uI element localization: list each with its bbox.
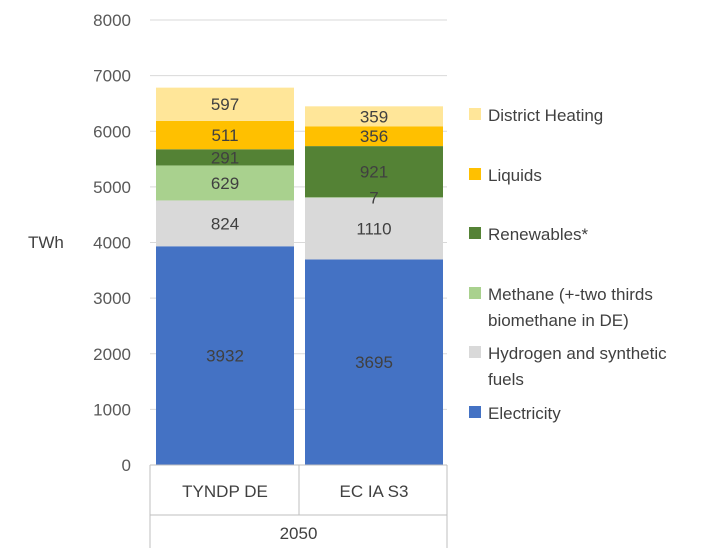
y-tick-label: 5000: [93, 178, 131, 197]
y-tick-label: 8000: [93, 11, 131, 30]
bars: [156, 87, 443, 465]
legend-label: Liquids: [488, 166, 542, 185]
legend-label: Renewables*: [488, 225, 589, 244]
y-axis-label: TWh: [28, 233, 64, 252]
bar-segment: [156, 246, 294, 465]
data-label: 597: [211, 95, 239, 114]
legend-swatch: [469, 227, 481, 239]
legend-item: Hydrogen and synthetic fuels: [469, 344, 667, 389]
legend: District Heating Liquids Renewables* Methan…: [469, 106, 667, 423]
y-tick-label: 3000: [93, 289, 131, 308]
bar-segment: [156, 87, 294, 121]
data-label: 511: [211, 126, 238, 145]
legend-swatch: [469, 168, 481, 180]
data-label: 3695: [355, 353, 393, 372]
bar-segment: [305, 146, 443, 198]
x-group-label: 2050: [280, 524, 318, 543]
y-tick-label: 0: [122, 456, 131, 475]
data-label: 921: [360, 163, 388, 182]
x-category-label: TYNDP DE: [182, 482, 268, 501]
y-tick-label: 4000: [93, 234, 131, 253]
legend-label: Methane (+-two thirds biomethane in DE): [488, 285, 653, 330]
legend-label: Electricity: [488, 404, 561, 423]
legend-label: Hydrogen and synthetic fuels: [488, 344, 667, 389]
y-tick-label: 2000: [93, 345, 131, 364]
bar-segment: [156, 165, 294, 201]
bar-segment: [156, 149, 294, 166]
legend-swatch: [469, 287, 481, 299]
legend-swatch: [469, 108, 481, 120]
legend-item: Electricity: [469, 404, 561, 423]
y-tick-label: 7000: [93, 67, 131, 86]
legend-swatch: [469, 406, 481, 418]
legend-item: Methane (+-two thirds biomethane in DE): [469, 285, 653, 330]
legend-item: Renewables*: [469, 225, 589, 244]
y-tick-label: 6000: [93, 122, 131, 141]
bar-segment: [305, 126, 443, 147]
data-label: 291: [211, 148, 239, 167]
data-label: 824: [211, 214, 239, 233]
data-label: 3932: [206, 347, 244, 366]
legend-item: District Heating: [469, 106, 603, 125]
bar-segment: [305, 197, 443, 260]
y-axis: 0 1000 2000 3000 4000 5000 6000 7000 8000: [93, 11, 131, 475]
bar-segment: [305, 259, 443, 465]
data-label: 1110: [356, 220, 391, 239]
legend-item: Liquids: [469, 166, 542, 185]
data-label: 359: [360, 107, 388, 126]
y-tick-label: 1000: [93, 400, 131, 419]
legend-label: District Heating: [488, 106, 603, 125]
data-label: 7: [369, 189, 378, 208]
legend-swatch: [469, 346, 481, 358]
x-axis: TYNDP DE EC IA S3 2050: [149, 464, 448, 548]
bar-segment: [305, 106, 443, 127]
data-label: 356: [360, 127, 388, 146]
bar-segment: [156, 120, 294, 150]
bar-segment: [156, 200, 294, 247]
x-category-label: EC IA S3: [340, 482, 409, 501]
data-label: 629: [211, 174, 239, 193]
